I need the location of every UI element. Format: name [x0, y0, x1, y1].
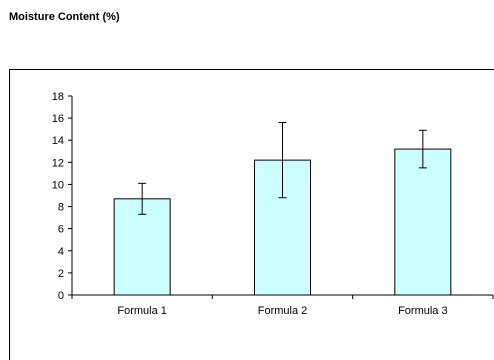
x-tick-label: Formula 3: [398, 305, 448, 317]
bar: [113, 198, 171, 296]
chart-title: Moisture Content (%): [9, 11, 120, 23]
y-tick-label: 8: [58, 202, 64, 214]
y-tick-label: 4: [58, 246, 64, 258]
y-tick-label: 2: [58, 268, 64, 280]
y-tick-label: 18: [52, 91, 64, 103]
y-tick-label: 10: [52, 179, 64, 191]
x-tick-label: Formula 2: [258, 305, 308, 317]
x-tick-label: Formula 1: [117, 305, 167, 317]
y-tick-label: 6: [58, 224, 64, 236]
bar: [394, 148, 452, 296]
y-tick-label: 12: [52, 157, 64, 169]
y-tick-label: 16: [52, 113, 64, 125]
y-tick-label: 0: [58, 290, 64, 302]
y-tick-label: 14: [52, 135, 64, 147]
chart-area-border: [9, 69, 494, 360]
